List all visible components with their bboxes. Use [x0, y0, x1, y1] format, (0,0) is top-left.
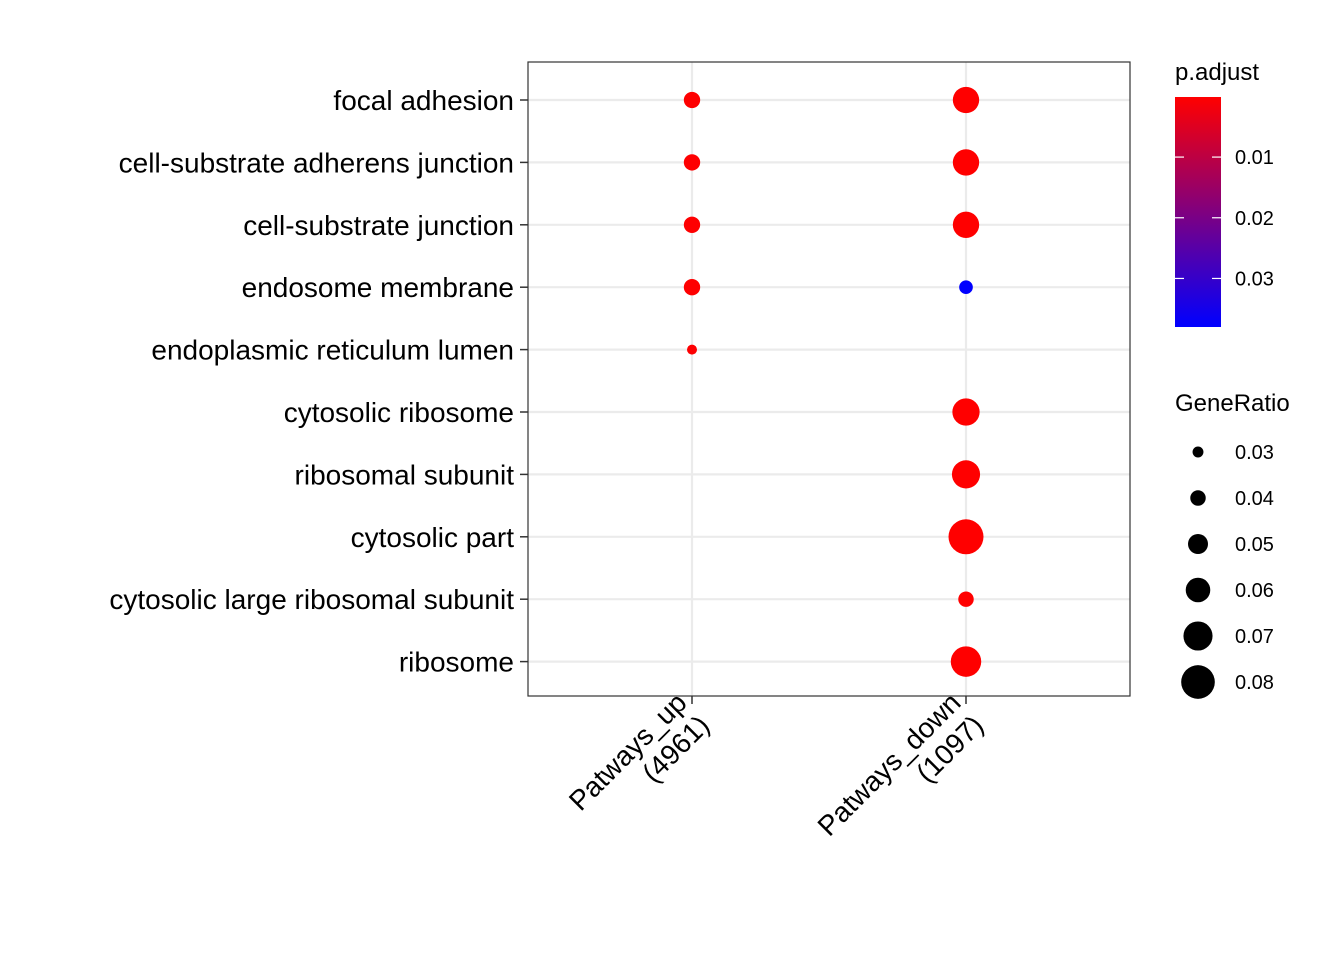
y-tick-label-2: cell-substrate junction — [243, 210, 514, 241]
data-point-6 — [952, 149, 980, 176]
data-point-10 — [951, 460, 981, 489]
data-point-12 — [958, 591, 974, 607]
size-legend-label-5: 0.08 — [1235, 672, 1274, 694]
y-tick-label-9: ribosome — [399, 647, 514, 678]
p-adjust-colorbar — [1175, 97, 1221, 327]
size-legend-label-4: 0.07 — [1235, 626, 1274, 648]
data-points — [683, 86, 984, 677]
data-point-2 — [683, 216, 701, 233]
colorbar-tick-label-2: 0.03 — [1235, 268, 1274, 290]
x-tick-label-0: Patways_up(4961) — [563, 687, 715, 839]
y-tick-label-6: ribosomal subunit — [295, 459, 515, 490]
y-tick-label-0: focal adhesion — [333, 85, 514, 116]
size-legend-key-4 — [1183, 621, 1213, 651]
size-legend-label-1: 0.04 — [1235, 488, 1274, 510]
data-point-11 — [948, 519, 984, 555]
data-point-8 — [959, 280, 973, 295]
data-point-0 — [683, 91, 701, 109]
data-point-1 — [683, 154, 701, 171]
size-legend-key-0 — [1192, 446, 1204, 458]
plot-panel-border — [527, 61, 1131, 697]
data-point-3 — [683, 279, 701, 296]
data-point-4 — [687, 344, 697, 355]
plot-panel-background — [528, 62, 1130, 696]
x-tick-label-1: Patways_down(1097) — [812, 687, 990, 865]
p-adjust-legend: p.adjust 0.01 0.02 0.03 — [1175, 59, 1274, 327]
data-point-13 — [950, 646, 982, 677]
size-legend-label-2: 0.05 — [1235, 534, 1274, 556]
y-tick-label-1: cell-substrate adherens junction — [119, 147, 514, 178]
p-adjust-legend-title: p.adjust — [1175, 59, 1259, 86]
size-legend-key-3 — [1185, 577, 1211, 603]
colorbar-tick-label-0: 0.01 — [1235, 147, 1274, 169]
data-point-7 — [952, 211, 980, 238]
size-legend-key-1 — [1190, 490, 1206, 506]
y-tick-label-8: cytosolic large ribosomal subunit — [109, 584, 514, 615]
size-legend-label-3: 0.06 — [1235, 580, 1274, 602]
size-legend-label-0: 0.03 — [1235, 442, 1274, 464]
y-tick-label-4: endoplasmic reticulum lumen — [151, 335, 514, 366]
size-legend-key-5 — [1181, 665, 1215, 699]
colorbar-tick-label-1: 0.02 — [1235, 208, 1274, 230]
y-tick-label-7: cytosolic part — [351, 522, 515, 553]
generatio-legend: GeneRatio 0.03 0.04 0.05 0.06 0.07 0.08 — [1175, 390, 1290, 699]
y-tick-label-3: endosome membrane — [242, 272, 514, 303]
data-point-5 — [952, 86, 980, 114]
y-tick-label-5: cytosolic ribosome — [284, 397, 514, 428]
generatio-legend-title: GeneRatio — [1175, 390, 1290, 417]
size-legend-key-2 — [1188, 534, 1208, 554]
data-point-9 — [952, 398, 980, 426]
